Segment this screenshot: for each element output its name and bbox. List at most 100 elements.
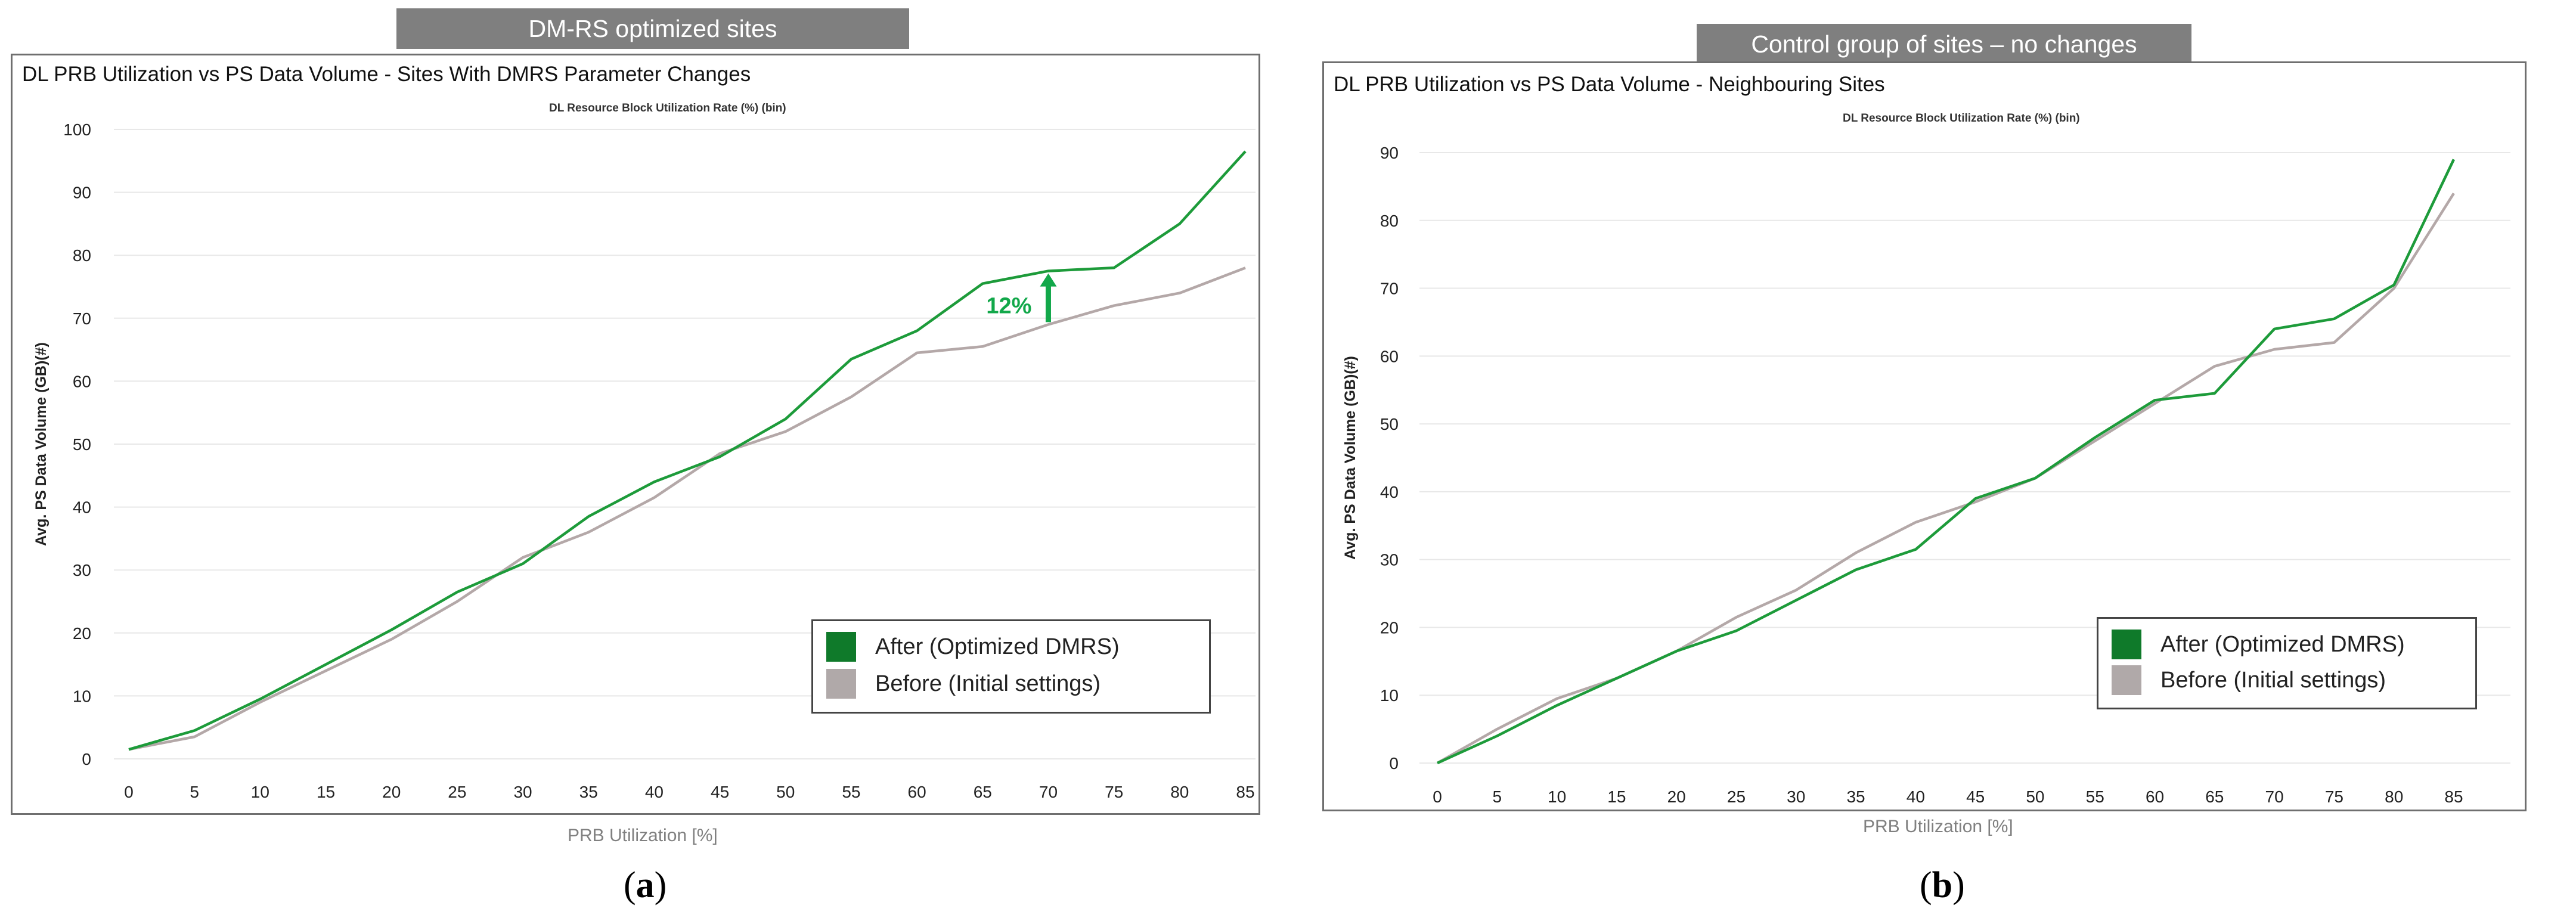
x-tick-label: 85 <box>2444 787 2463 806</box>
data-point-after <box>2154 399 2156 401</box>
data-point-after <box>982 283 984 284</box>
data-point-before <box>1735 616 1737 618</box>
y-axis-label: Avg. PS Data Volume (GB)(#) <box>1342 356 1359 560</box>
x-tick-label: 35 <box>579 783 598 801</box>
data-point-before <box>1795 589 1797 591</box>
data-point-before <box>2214 365 2215 367</box>
x-tick-label: 15 <box>317 783 335 801</box>
x-tick-label: 35 <box>1846 787 1865 806</box>
x-tick-label: 5 <box>1493 787 1502 806</box>
y-tick-label: 30 <box>73 561 91 579</box>
x-tick-label: 75 <box>2325 787 2343 806</box>
data-point-before <box>325 670 327 672</box>
legend-label-after: After (Optimized DMRS) <box>875 634 1120 659</box>
panel-a-line-chart: 0 10 20 30 40 50 60 70 80 90 100 0 5 10 15 20 25 30 35 40 45… <box>33 120 1256 801</box>
data-point-before <box>982 346 984 348</box>
y-tick-label: 50 <box>73 435 91 454</box>
legend-item-after: After (Optimized DMRS) <box>2112 630 2405 659</box>
x-tick-label: 20 <box>1667 787 1686 806</box>
x-tick-label: 15 <box>1607 787 1626 806</box>
data-point-after <box>522 563 524 565</box>
data-point-after <box>325 663 327 665</box>
series-line-after <box>1437 159 2456 765</box>
y-tick-label: 80 <box>73 246 91 265</box>
data-point-after <box>2094 436 2096 438</box>
data-point-after <box>1047 270 1049 272</box>
x-tick-label: 55 <box>842 783 860 801</box>
x-tick-label: 25 <box>448 783 466 801</box>
data-point-after <box>1795 599 1797 601</box>
data-point-after <box>1113 267 1115 269</box>
y-tick-label: 70 <box>1380 280 1399 298</box>
data-point-before <box>456 601 458 603</box>
legend-swatch-before <box>826 669 856 699</box>
panel-a-chart-subtitle: DL Resource Block Utilization Rate (%) (… <box>549 102 786 114</box>
y-tick-label: 100 <box>63 120 91 139</box>
legend-label-before: Before (Initial settings) <box>2160 667 2386 693</box>
data-point-before <box>719 452 721 454</box>
data-point-after <box>2034 477 2036 479</box>
data-point-after <box>1855 569 1857 570</box>
y-tick-label: 40 <box>1380 483 1399 501</box>
data-point-after <box>128 749 130 751</box>
data-point-before <box>1915 522 1917 523</box>
y-tick-label: 0 <box>82 750 91 768</box>
panel-b-caption-letter: b <box>1932 865 1953 906</box>
x-tick-label: 60 <box>2146 787 2164 806</box>
panel-a-chart-frame: DL PRB Utilization vs PS Data Volume - S… <box>11 54 1260 815</box>
data-point-before <box>522 557 524 559</box>
data-point-after <box>653 481 655 483</box>
x-tick-label: 0 <box>1433 787 1442 806</box>
legend-swatch-after <box>826 632 856 662</box>
data-point-after <box>588 516 590 517</box>
y-tick-label: 60 <box>1380 347 1399 365</box>
data-point-after <box>2333 318 2335 320</box>
data-point-before <box>653 497 655 498</box>
data-point-after <box>2453 159 2455 160</box>
x-tick-label: 30 <box>513 783 532 801</box>
data-point-before <box>259 701 261 703</box>
x-tick-label: 45 <box>1966 787 1985 806</box>
x-tick-label: 30 <box>1787 787 1805 806</box>
x-tick-label: 70 <box>1039 783 1058 801</box>
x-tick-label: 80 <box>2385 787 2403 806</box>
data-point-before <box>1047 324 1049 325</box>
x-tick-label: 40 <box>1907 787 1925 806</box>
panel-a-caption: (a) <box>624 865 667 906</box>
annotation-arrow-head <box>1040 273 1057 287</box>
data-point-before <box>1496 728 1498 730</box>
annotation-label: 12% <box>986 293 1031 318</box>
data-point-before <box>194 736 196 738</box>
data-point-after <box>1556 705 1558 706</box>
x-tick-label: 70 <box>2265 787 2284 806</box>
legend-item-after: After (Optimized DMRS) <box>826 632 1120 662</box>
x-tick-label: 20 <box>382 783 401 801</box>
y-tick-label: 90 <box>73 184 91 202</box>
data-point-after <box>2214 392 2215 394</box>
y-tick-label: 0 <box>1389 754 1399 773</box>
y-tick-label: 40 <box>73 498 91 517</box>
x-tick-label: 75 <box>1105 783 1123 801</box>
data-point-after <box>1496 735 1498 737</box>
panel-a-legend: After (Optimized DMRS) Before (Initial s… <box>811 619 1211 714</box>
data-point-before <box>1556 697 1558 699</box>
x-tick-label: 5 <box>190 783 199 801</box>
panel-a-caption-letter: a <box>636 865 655 906</box>
data-point-after <box>1676 650 1678 652</box>
legend-label-before: Before (Initial settings) <box>875 671 1101 696</box>
data-point-before <box>2393 287 2395 289</box>
panel-b-legend: After (Optimized DMRS) Before (Initial s… <box>2097 617 2477 709</box>
data-point-before <box>1974 501 1976 503</box>
panel-b-caption: (b) <box>1920 865 1965 906</box>
y-tick-label: 30 <box>1380 551 1399 569</box>
data-point-after <box>916 330 918 331</box>
y-tick-label: 10 <box>1380 686 1399 705</box>
data-point-after <box>456 591 458 593</box>
x-tick-label: 85 <box>1236 783 1254 801</box>
data-point-before <box>2094 440 2096 442</box>
data-point-after <box>2393 284 2395 286</box>
x-tick-label: 10 <box>1548 787 1566 806</box>
panel-a-x-axis-label: PRB Utilization [%] <box>568 826 718 845</box>
x-tick-label: 45 <box>711 783 729 801</box>
data-point-after <box>850 358 852 360</box>
